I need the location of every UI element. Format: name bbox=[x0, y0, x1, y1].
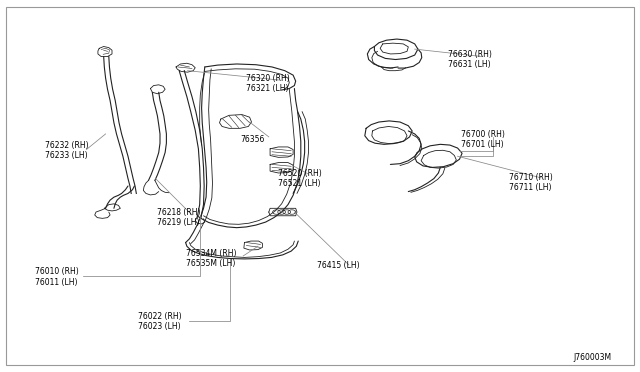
Text: 76232 (RH)
76233 (LH): 76232 (RH) 76233 (LH) bbox=[45, 141, 88, 160]
Text: 76415 (LH): 76415 (LH) bbox=[317, 262, 360, 270]
Text: 76520 (RH)
76521 (LH): 76520 (RH) 76521 (LH) bbox=[278, 169, 322, 188]
Text: J760003M: J760003M bbox=[573, 353, 611, 362]
Text: 76320 (RH)
76321 (LH): 76320 (RH) 76321 (LH) bbox=[246, 74, 290, 93]
Text: 76630 (RH)
76631 (LH): 76630 (RH) 76631 (LH) bbox=[448, 50, 492, 69]
Text: 76534M (RH)
76535M (LH): 76534M (RH) 76535M (LH) bbox=[186, 249, 236, 268]
Text: 76022 (RH)
76023 (LH): 76022 (RH) 76023 (LH) bbox=[138, 312, 181, 331]
Text: 76010 (RH)
76011 (LH): 76010 (RH) 76011 (LH) bbox=[35, 267, 79, 287]
Text: 76710 (RH)
76711 (LH): 76710 (RH) 76711 (LH) bbox=[509, 173, 552, 192]
Text: 76700 (RH)
76701 (LH): 76700 (RH) 76701 (LH) bbox=[461, 130, 505, 149]
Text: 76218 (RH)
76219 (LH): 76218 (RH) 76219 (LH) bbox=[157, 208, 200, 227]
Text: 76356: 76356 bbox=[240, 135, 264, 144]
